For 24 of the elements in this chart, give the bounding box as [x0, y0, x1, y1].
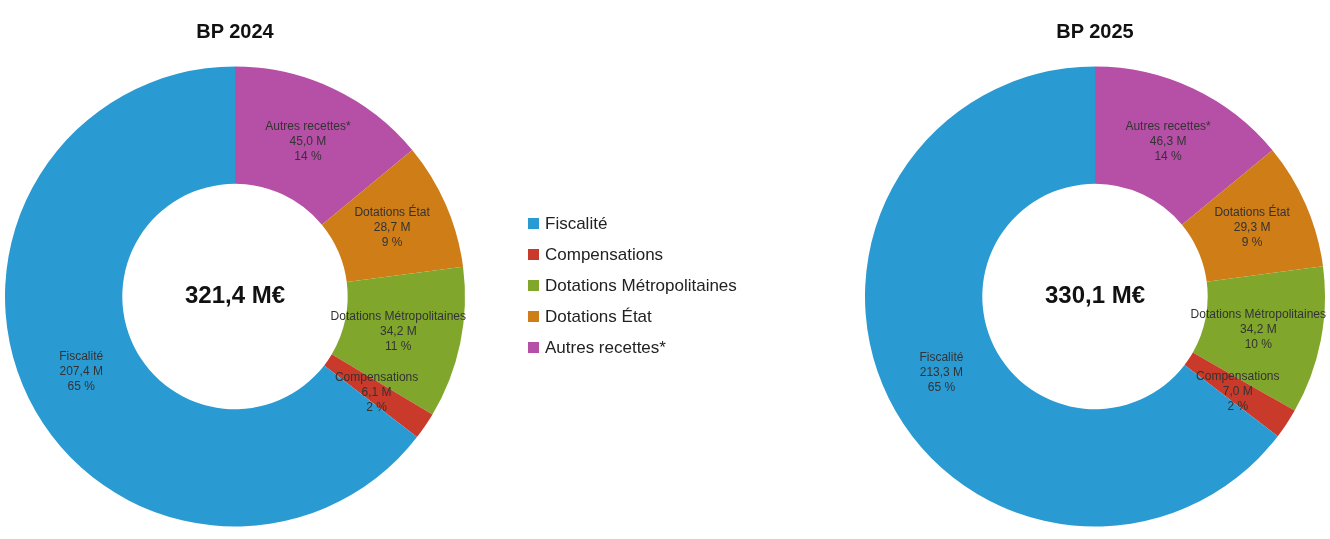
data-label: 46,3 M 14 % — [1149, 133, 1187, 163]
legend-label: Dotations Métropolitaines — [545, 275, 737, 296]
data-label: 213,3 M 65 % — [919, 364, 964, 394]
legend-label: Compensations — [545, 244, 664, 265]
data-label: 7,0 M 2 % — [1222, 383, 1253, 413]
data-label: 207,4 M 65 % — [59, 364, 103, 394]
slice-label: Dotations État — [354, 204, 431, 220]
chart-title: BP 2024 — [196, 19, 275, 42]
data-label: 45,0 M 14 % — [289, 133, 327, 163]
slice-label: Autres recettes* — [265, 118, 351, 133]
chart-title: BP 2025 — [1056, 19, 1134, 42]
slice-label: Fiscalité — [919, 349, 964, 364]
slice-label: Dotations État — [1214, 204, 1291, 220]
slice-label: Autres recettes* — [1125, 118, 1212, 133]
legend-label: Dotations État — [545, 306, 652, 327]
text: 330,1 M€ — [1044, 281, 1146, 309]
legend-label: Fiscalité — [545, 213, 608, 234]
data-label: 29,3 M 9 % — [1233, 220, 1271, 250]
slice-label: Fiscalité — [59, 349, 104, 364]
legend-label: Autres recettes* — [545, 337, 666, 358]
text: 321,4 M€ — [184, 281, 286, 309]
data-label: 34,2 M 11 % — [379, 323, 417, 353]
data-label: 28,7 M 9 % — [373, 220, 411, 250]
data-label: 34,2 M 10 % — [1239, 321, 1277, 351]
